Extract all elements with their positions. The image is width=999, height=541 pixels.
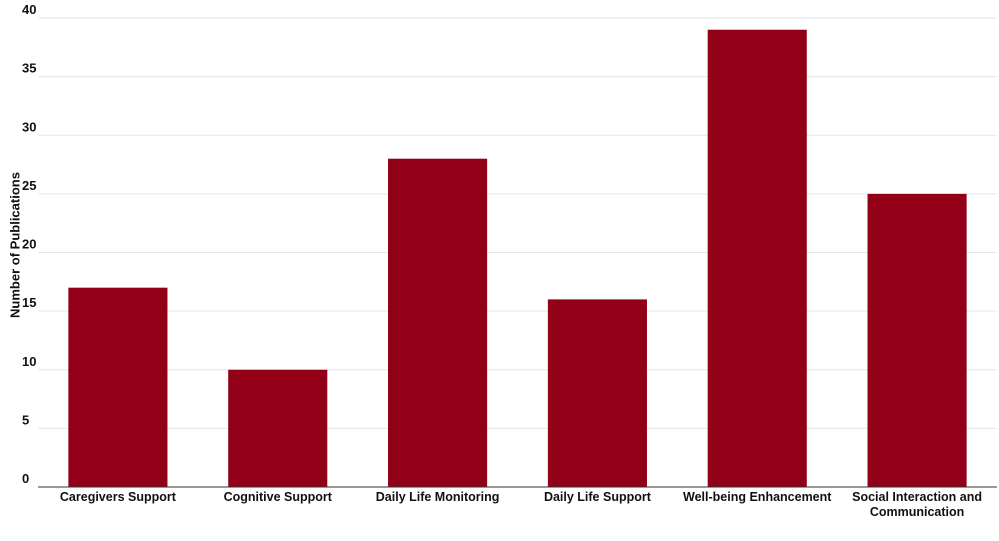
y-tick-label: 25	[22, 178, 36, 193]
x-tick-label: Daily Life Support	[543, 490, 651, 504]
y-tick-label: 10	[22, 354, 36, 369]
x-tick-label: Caregivers Support	[59, 490, 176, 504]
y-axis-title: Number of Publications	[7, 172, 22, 318]
x-tick-label: Social Interaction and Communication	[852, 490, 983, 519]
bar	[547, 299, 647, 487]
bar	[707, 29, 807, 487]
y-tick-label: 20	[22, 237, 36, 252]
y-tick-label: 5	[22, 412, 29, 427]
y-tick-label: 15	[22, 295, 36, 310]
y-tick-label: 30	[22, 119, 36, 134]
y-tick-label: 40	[22, 2, 36, 17]
bar	[388, 158, 488, 487]
x-tick-label: Cognitive Support	[223, 490, 332, 504]
bar	[228, 369, 328, 487]
x-tick-label: Daily Life Monitoring	[375, 490, 500, 504]
bar	[68, 287, 168, 487]
x-tick-label: Well-being Enhancement	[683, 490, 832, 504]
bar	[867, 193, 967, 487]
y-tick-label: 0	[22, 471, 29, 486]
y-tick-label: 35	[22, 61, 36, 76]
